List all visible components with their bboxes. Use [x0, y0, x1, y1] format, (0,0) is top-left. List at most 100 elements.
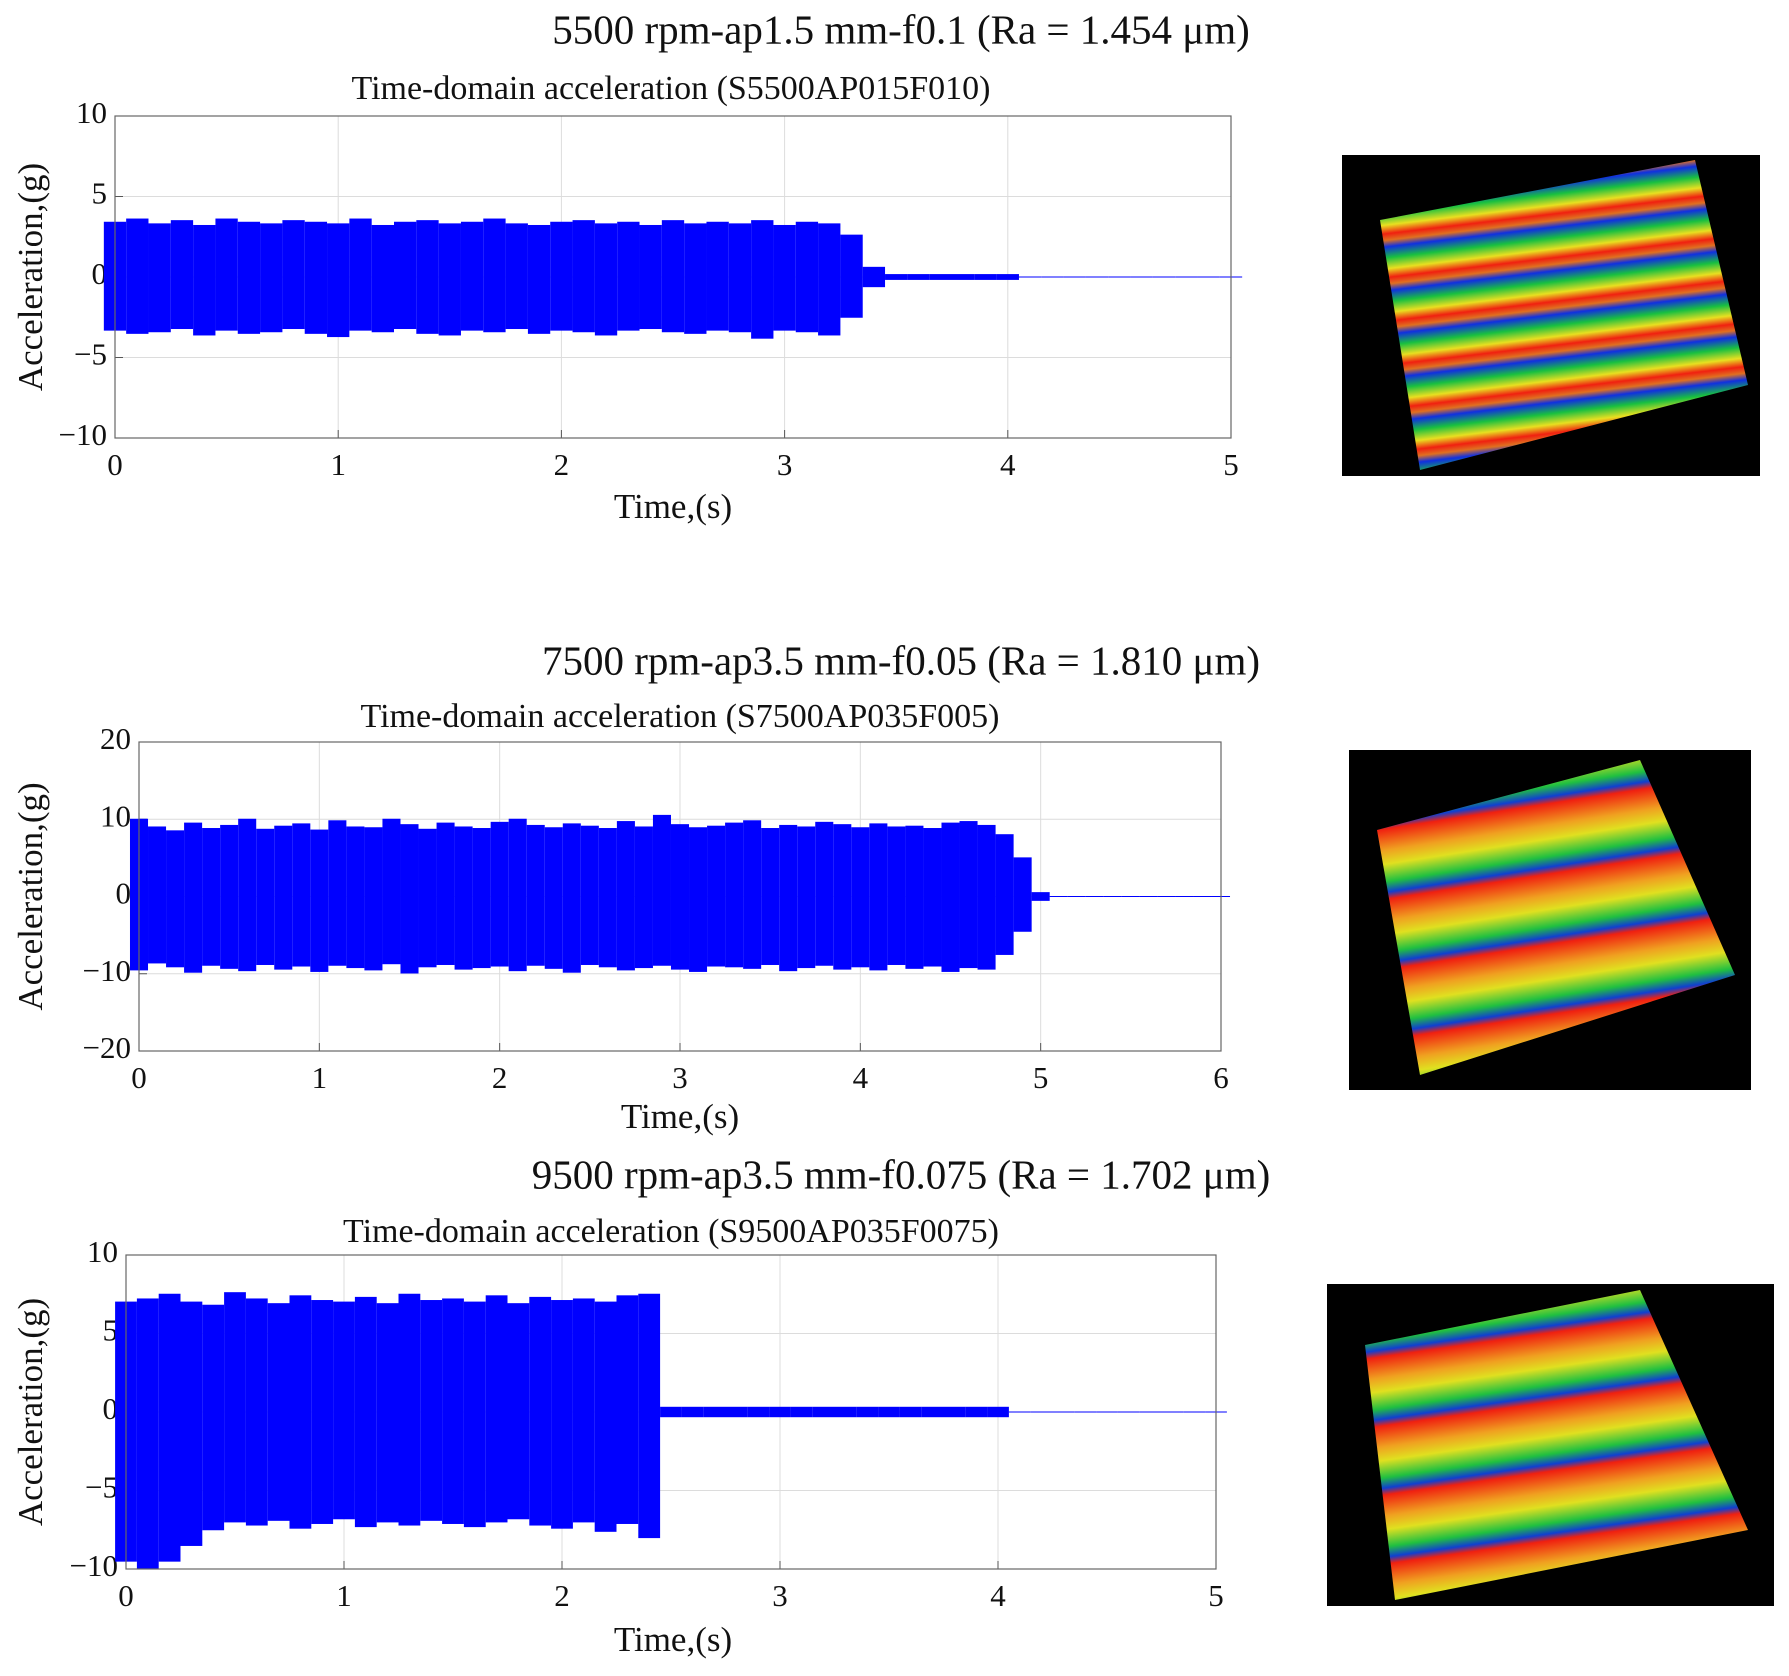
signal-envelope: [1049, 896, 1068, 897]
signal-envelope: [634, 826, 653, 969]
signal-envelope: [193, 224, 216, 336]
signal-envelope: [1108, 276, 1131, 278]
signal-envelope: [202, 1304, 225, 1531]
signal-envelope: [1130, 276, 1153, 278]
signal-envelope: [202, 828, 221, 966]
signal-envelope: [485, 1295, 508, 1523]
signal-envelope: [224, 1292, 246, 1523]
signal-envelope: [1152, 276, 1176, 278]
signal-envelope: [598, 828, 617, 968]
signal-envelope: [885, 274, 908, 280]
signal-envelope: [463, 1301, 486, 1528]
signal-envelope: [1008, 1411, 1031, 1413]
signal-envelope: [1067, 896, 1086, 897]
signal-envelope: [505, 223, 528, 330]
signal-envelope: [551, 1300, 573, 1529]
signal-envelope: [292, 823, 311, 967]
signal-envelope: [572, 1298, 595, 1523]
signal-envelope: [840, 234, 863, 318]
plot-frame: [114, 115, 1232, 439]
surface-image-3: [1327, 1284, 1774, 1606]
signal-envelope: [282, 220, 305, 330]
x-tick-label: 4: [1000, 447, 1016, 482]
signal-envelope: [527, 224, 551, 334]
chart-title: 7500 rpm-ap3.5 mm-f0.05 (Ra = 1.810 μm): [542, 637, 1260, 683]
signal-envelope: [1175, 896, 1194, 897]
signal-envelope: [1161, 1411, 1184, 1413]
signal-envelope: [703, 1406, 726, 1418]
signal-envelope: [328, 820, 347, 966]
signal-envelope: [529, 1296, 552, 1526]
signal-envelope: [761, 828, 780, 965]
signal-envelope: [899, 1406, 922, 1418]
x-tick-label: 4: [990, 1578, 1006, 1613]
signal-envelope: [707, 825, 726, 967]
signal-envelope: [797, 826, 816, 969]
signal-envelope: [256, 828, 275, 965]
x-tick-label: 0: [107, 447, 123, 482]
signal-envelope: [743, 820, 762, 969]
x-tick-label: 3: [672, 1060, 688, 1095]
y-tick-label: 10: [87, 1234, 118, 1269]
y-tick-label: 5: [92, 176, 108, 211]
signal-envelope: [136, 1298, 159, 1570]
signal-envelope: [1018, 276, 1042, 278]
y-axis-label: Acceleration,(g): [11, 782, 50, 1010]
signal-envelope: [274, 825, 293, 970]
signal-envelope: [580, 825, 599, 965]
y-tick-label: −10: [83, 953, 131, 988]
signal-envelope: [327, 223, 350, 338]
x-tick-label: 5: [1208, 1578, 1224, 1613]
signal-envelope: [812, 1406, 835, 1418]
signal-envelope: [773, 224, 796, 331]
signal-envelope: [311, 1300, 334, 1524]
signal-envelope: [382, 818, 401, 965]
signal-envelope: [126, 218, 149, 334]
signal-envelope: [661, 220, 685, 333]
x-tick-label: 2: [492, 1060, 508, 1095]
signal-envelope: [1175, 276, 1198, 278]
signal-envelope: [184, 822, 203, 973]
signal-envelope: [751, 220, 774, 339]
x-tick-label: 1: [312, 1060, 328, 1095]
y-axis-label: Acceleration,(g): [11, 163, 50, 391]
signal-envelope: [795, 221, 819, 333]
x-tick-label: 3: [772, 1578, 788, 1613]
signal-envelope: [333, 1301, 355, 1520]
signal-envelope: [923, 828, 942, 967]
signal-envelope: [1030, 1411, 1053, 1413]
chart-subtitle: Time-domain acceleration (S5500AP015F010…: [352, 70, 991, 107]
y-tick-label: −5: [85, 1470, 118, 1505]
signal-envelope: [616, 821, 635, 971]
surface-image-2: [1349, 750, 1751, 1090]
signal-envelope: [267, 1303, 290, 1521]
signal-envelope: [1197, 276, 1220, 278]
signal-envelope: [483, 218, 506, 333]
signal-envelope: [472, 828, 491, 969]
signal-envelope: [1139, 1411, 1162, 1413]
signal-envelope: [706, 221, 729, 331]
signal-envelope: [833, 824, 852, 970]
signal-envelope: [215, 218, 238, 331]
chart-subtitle: Time-domain acceleration (S9500AP035F007…: [343, 1213, 999, 1250]
x-tick-label: 5: [1223, 447, 1239, 482]
x-tick-label: 2: [554, 1578, 570, 1613]
signal-envelope: [148, 223, 171, 333]
signal-envelope: [921, 1406, 944, 1418]
signal-envelope: [170, 220, 194, 330]
signal-envelope: [550, 221, 573, 331]
signal-envelope: [638, 1293, 661, 1539]
x-tick-label: 0: [131, 1060, 147, 1095]
signal-envelope: [725, 1406, 748, 1418]
signal-envelope: [346, 826, 365, 969]
x-axis-label: Time,(s): [621, 1097, 739, 1136]
signal-envelope: [166, 830, 185, 968]
x-tick-label: 1: [330, 447, 346, 482]
signal-envelope: [400, 824, 419, 974]
chart: 5500 rpm-ap1.5 mm-f0.1 (Ra = 1.454 μm) Ti…: [11, 6, 1250, 526]
chart-subtitle: Time-domain acceleration (S7500AP035F005…: [361, 698, 1000, 735]
x-tick-label: 5: [1033, 1060, 1049, 1095]
signal-envelope: [856, 1406, 879, 1418]
signal-envelope: [416, 220, 439, 334]
signal-envelope: [310, 829, 329, 972]
